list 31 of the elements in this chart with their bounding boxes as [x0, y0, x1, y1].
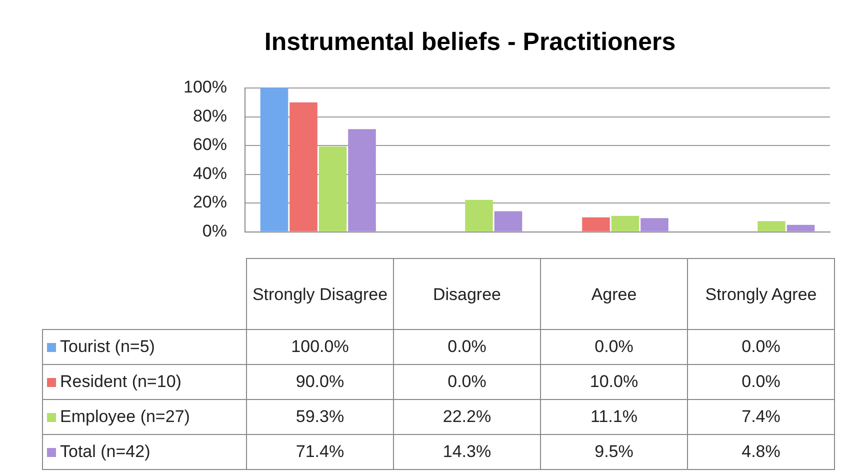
- chart-title: Instrumental beliefs - Practitioners: [263, 28, 677, 57]
- data-label: 100.0%: [246, 330, 394, 364]
- data-label: 0.0%: [688, 330, 834, 364]
- data-label: 7.4%: [688, 400, 834, 434]
- data-label: 0.0%: [688, 364, 834, 400]
- x-tick-label: Disagree: [394, 258, 540, 330]
- y-tick-label: 100%: [184, 78, 227, 97]
- data-label: 14.3%: [394, 434, 540, 470]
- y-tick-label: 0%: [202, 221, 227, 240]
- data-label: 59.3%: [246, 400, 394, 434]
- y-tick-label: 60%: [192, 135, 227, 154]
- y-tick-label: 20%: [192, 192, 227, 212]
- data-label: 0.0%: [540, 330, 688, 364]
- y-tick-label: 80%: [192, 106, 227, 126]
- data-label: 0.0%: [394, 330, 540, 364]
- legend-label: Resident (n=10): [42, 364, 246, 400]
- data-label: 9.5%: [540, 434, 688, 470]
- x-tick-label: Agree: [540, 258, 688, 330]
- legend-label: Employee (n=27): [42, 400, 246, 434]
- data-label: 10.0%: [540, 364, 688, 400]
- data-label: 71.4%: [246, 434, 394, 470]
- x-tick-label: Strongly Agree: [688, 258, 834, 330]
- data-label: 11.1%: [540, 400, 688, 434]
- y-tick-label: 40%: [192, 164, 227, 183]
- data-label: 4.8%: [688, 434, 834, 470]
- data-label: 90.0%: [246, 364, 394, 400]
- legend-label: Total (n=42): [42, 434, 246, 470]
- data-label: 0.0%: [394, 364, 540, 400]
- data-label: 22.2%: [394, 400, 540, 434]
- legend-label: Tourist (n=5): [42, 330, 246, 364]
- x-tick-label: Strongly Disagree: [246, 258, 394, 330]
